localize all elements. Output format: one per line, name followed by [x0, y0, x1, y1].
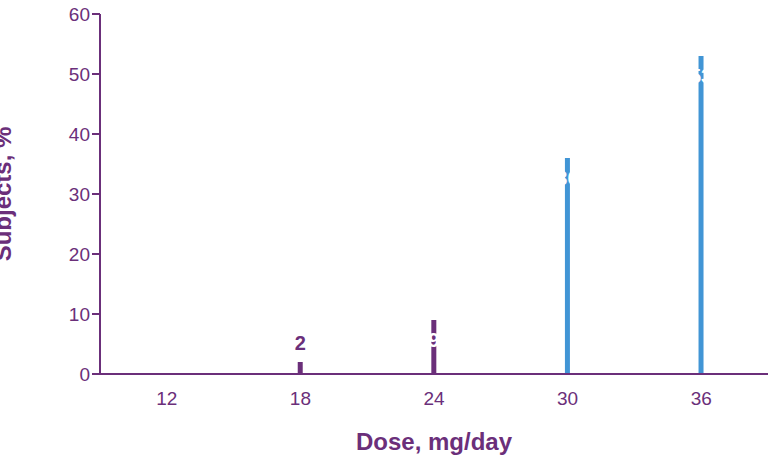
svg-text:12: 12	[156, 388, 177, 409]
svg-text:20: 20	[69, 244, 90, 265]
svg-text:36: 36	[691, 388, 712, 409]
svg-text:50: 50	[69, 64, 90, 85]
svg-text:9: 9	[428, 329, 439, 351]
svg-text:24: 24	[423, 388, 445, 409]
svg-text:Subjects, %: Subjects, %	[8, 127, 16, 262]
svg-text:36: 36	[556, 167, 578, 189]
svg-text:40: 40	[69, 124, 90, 145]
svg-text:30: 30	[69, 184, 90, 205]
svg-text:18: 18	[290, 388, 311, 409]
svg-text:10: 10	[69, 304, 90, 325]
svg-text:30: 30	[557, 388, 578, 409]
svg-text:60: 60	[69, 4, 90, 25]
svg-text:53: 53	[690, 65, 712, 87]
svg-text:Dose, mg/day: Dose, mg/day	[356, 428, 513, 455]
svg-text:2: 2	[295, 332, 306, 354]
svg-text:0: 0	[79, 364, 90, 385]
